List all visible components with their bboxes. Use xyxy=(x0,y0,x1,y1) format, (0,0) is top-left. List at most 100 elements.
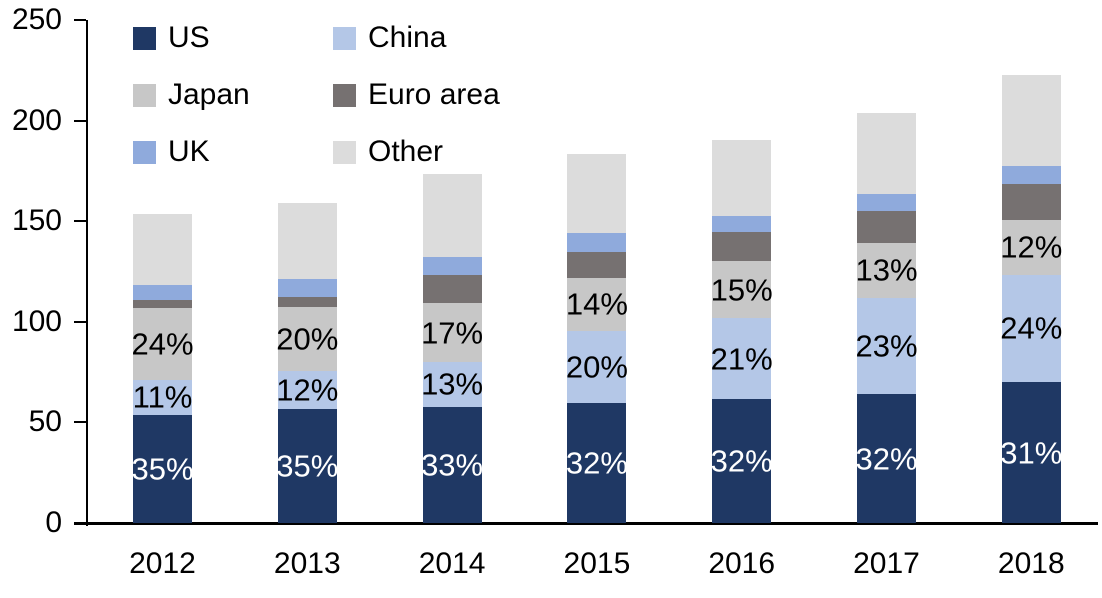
legend-label: Other xyxy=(368,135,444,168)
y-tick-label: 200 xyxy=(11,103,62,137)
segment-percent-label: 11% xyxy=(132,379,193,415)
bar-segment-other xyxy=(567,153,627,234)
x-tick-label-2015: 2015 xyxy=(563,547,631,580)
segment-percent-label: 24% xyxy=(1000,310,1063,346)
y-tick-mark xyxy=(74,220,86,223)
legend-item-other: Other xyxy=(333,137,443,167)
x-tick-label-2014: 2014 xyxy=(418,547,486,580)
bar-segment-china xyxy=(422,362,482,407)
bar-segment-japan xyxy=(277,306,337,372)
bar-segment-japan xyxy=(133,307,192,380)
bar-segment-china xyxy=(857,298,916,395)
x-tick-label-2013: 2013 xyxy=(273,547,341,580)
legend-item-japan: Japan xyxy=(133,80,250,110)
legend-swatch-icon xyxy=(333,26,356,50)
x-axis-line xyxy=(74,522,1098,525)
y-tick-label: 250 xyxy=(11,3,62,36)
bar-segment-other xyxy=(422,173,482,257)
legend-label: China xyxy=(368,21,447,54)
bar-segment-uk xyxy=(712,215,772,233)
legend-swatch-icon xyxy=(333,83,356,107)
x-tick-label-2018: 2018 xyxy=(997,547,1065,580)
bar-segment-euro-area xyxy=(567,251,627,278)
segment-percent-label: 12% xyxy=(276,372,339,408)
segment-percent-label: 14% xyxy=(565,286,628,322)
y-axis-line xyxy=(86,20,88,526)
bar-segment-us xyxy=(1001,382,1061,523)
x-tick-label-2012: 2012 xyxy=(129,547,196,580)
bar-segment-uk xyxy=(567,233,627,252)
bar-segment-japan xyxy=(422,303,482,363)
bar-segment-euro-area xyxy=(277,297,337,307)
y-tick-mark xyxy=(74,119,86,122)
bar-segment-china xyxy=(1001,274,1061,383)
legend-item-china: China xyxy=(333,23,446,53)
legend-swatch-icon xyxy=(133,83,156,107)
bar-segment-us xyxy=(712,399,772,523)
legend-label: US xyxy=(168,21,210,54)
bar-segment-us xyxy=(857,394,916,523)
bar-segment-us xyxy=(422,406,482,523)
x-tick-label-2016: 2016 xyxy=(708,547,776,580)
y-tick-mark xyxy=(74,19,86,21)
bar-segment-japan xyxy=(1001,220,1061,275)
segment-percent-label: 13% xyxy=(855,252,918,288)
legend-swatch-icon xyxy=(333,140,356,164)
bar-segment-china xyxy=(712,317,772,400)
legend-item-euro-area: Euro area xyxy=(333,80,500,110)
x-tick-label-2017: 2017 xyxy=(853,547,920,580)
segment-percent-label: 33% xyxy=(421,447,484,483)
bar-segment-japan xyxy=(567,277,627,332)
bar-segment-uk xyxy=(133,284,192,300)
bar-segment-other xyxy=(712,139,772,216)
bar-segment-china xyxy=(277,371,337,409)
segment-percent-label: 15% xyxy=(710,272,773,307)
legend-item-us: US xyxy=(133,23,210,53)
segment-percent-label: 23% xyxy=(855,328,918,364)
legend-label: Euro area xyxy=(368,78,500,111)
bar-segment-euro-area xyxy=(857,210,916,243)
bar-segment-other xyxy=(857,112,916,195)
segment-percent-label: 24% xyxy=(131,326,194,362)
segment-percent-label: 31% xyxy=(1000,435,1063,471)
bar-segment-us xyxy=(277,408,337,523)
legend-swatch-icon xyxy=(133,140,156,164)
bar-segment-us xyxy=(133,414,192,523)
bar-segment-uk xyxy=(1001,165,1061,184)
legend-item-uk: UK xyxy=(133,137,210,167)
legend-label: Japan xyxy=(168,78,250,111)
y-tick-label: 50 xyxy=(28,405,62,439)
segment-percent-label: 32% xyxy=(565,445,628,481)
bar-segment-other xyxy=(277,203,337,279)
y-tick-label: 150 xyxy=(11,204,62,238)
segment-percent-label: 35% xyxy=(131,451,194,487)
bar-segment-euro-area xyxy=(1001,183,1061,221)
bar-segment-euro-area xyxy=(422,274,482,304)
segment-percent-label: 21% xyxy=(710,341,773,377)
bar-segment-china xyxy=(567,331,627,404)
bar-segment-other xyxy=(133,213,192,285)
y-tick-label: 0 xyxy=(45,506,62,539)
bar-segment-uk xyxy=(857,194,916,211)
bar-segment-japan xyxy=(857,242,916,299)
legend-label: UK xyxy=(168,135,210,168)
bar-segment-uk xyxy=(422,257,482,275)
y-tick-mark xyxy=(74,320,86,323)
bar-segment-china xyxy=(133,379,192,415)
segment-percent-label: 12% xyxy=(1000,229,1063,265)
y-tick-label: 100 xyxy=(11,304,62,338)
segment-percent-label: 35% xyxy=(276,448,339,484)
segment-percent-label: 20% xyxy=(276,321,339,357)
bar-segment-euro-area xyxy=(712,232,772,262)
segment-percent-label: 17% xyxy=(421,315,484,351)
legend-swatch-icon xyxy=(133,26,156,50)
segment-percent-label: 20% xyxy=(565,349,628,385)
y-tick-mark xyxy=(74,421,86,424)
segment-percent-label: 32% xyxy=(855,441,918,476)
bar-segment-japan xyxy=(712,261,772,318)
bar-segment-uk xyxy=(277,278,337,298)
bar-segment-euro-area xyxy=(133,299,192,308)
segment-percent-label: 13% xyxy=(421,366,484,402)
bar-segment-other xyxy=(1001,75,1061,166)
